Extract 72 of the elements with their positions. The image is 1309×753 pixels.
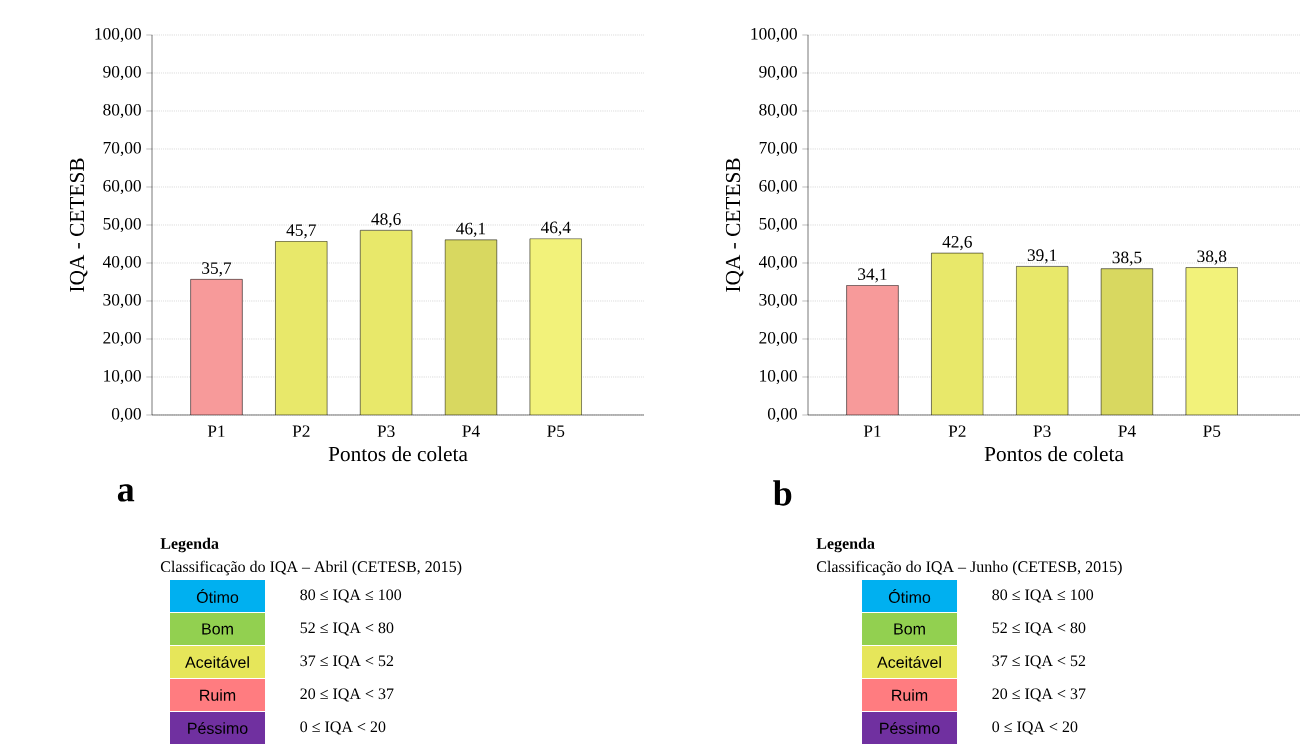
y-tick-label: 80,00 [759,103,797,119]
y-axis-title: IQA - CETESB [725,158,744,292]
text: Ruim [892,689,928,701]
y-tick-label: 70,00 [103,141,141,157]
text: Péssimo [188,722,248,734]
y-tick-label: 50,00 [103,217,141,233]
text: Ótimo [888,588,931,603]
y-tick-label: 60,00 [759,179,797,195]
text: 37 ≤ IQA < 52 [300,655,394,669]
y-tick-label: 10,00 [760,369,797,385]
x-tick-label: P2 [292,425,310,437]
data-label: 34,1 [858,268,887,283]
x-tick-label: P1 [207,425,225,437]
x-tick-label: P3 [1033,425,1051,438]
x-tick-label: P5 [1203,425,1221,437]
y-tick-label: 20,00 [759,331,797,347]
data-label: 35,7 [202,262,232,277]
text: 80 ≤ IQA ≤ 100 [300,589,402,603]
y-tick-label: 70,00 [759,141,797,157]
text: 52 ≤ IQA < 80 [300,622,394,636]
y-tick-label: 100,00 [751,27,797,43]
text: Ótimo [196,588,239,603]
text: Classificação do IQA – Junho (CETESB, 2015) [816,560,1122,576]
text: b [773,480,792,506]
x-tick-label: P1 [863,425,881,437]
y-tick-label: 90,00 [759,65,797,81]
y-tick-label: 20,00 [103,331,141,347]
x-axis-title: Pontos de coleta [328,446,468,462]
data-label: 42,6 [942,236,972,251]
y-tick-label: 100,00 [95,27,141,43]
y-tick-label: 0,00 [111,407,141,423]
y-tick-label: 40,00 [102,255,141,271]
x-tick-label: P5 [547,425,565,437]
y-axis-title: IQA - CETESB [69,158,88,292]
x-tick-label: P4 [462,425,480,437]
x-tick-label: P4 [1118,425,1136,437]
text: Classificação do IQA – Abril (CETESB, 2015) [160,560,462,576]
y-tick-label: 30,00 [103,293,141,309]
y-tick-label: 0,00 [767,407,797,423]
data-label: 48,6 [371,213,401,228]
text: 52 ≤ IQA < 80 [992,622,1086,636]
text: 0 ≤ IQA < 20 [992,721,1078,735]
y-tick-label: 30,00 [759,293,797,309]
data-label: 39,1 [1027,249,1057,264]
text: 37 ≤ IQA < 52 [992,655,1086,669]
y-tick-label: 50,00 [759,217,797,233]
data-label: 38,8 [1197,250,1227,265]
text: Péssimo [880,722,940,734]
y-tick-label: 10,00 [104,369,141,385]
text: Bom [894,623,925,635]
text: Legenda [160,537,219,553]
data-label: 46,1 [456,222,486,237]
text: 20 ≤ IQA < 37 [992,688,1086,702]
x-tick-label: P3 [377,425,395,438]
text: a [117,484,135,502]
text: Aceitável [185,656,249,668]
y-tick-label: 80,00 [103,103,141,119]
text: Bom [202,623,233,635]
data-label: 46,4 [540,221,571,236]
data-label: 38,5 [1112,251,1142,266]
text: 20 ≤ IQA < 37 [300,688,394,702]
text: Legenda [816,537,875,553]
data-label: 45,7 [286,224,316,239]
text: Ruim [200,689,236,701]
y-tick-label: 40,00 [758,255,797,271]
text: 80 ≤ IQA ≤ 100 [992,589,1094,603]
text: 0 ≤ IQA < 20 [300,721,386,735]
x-tick-label: P2 [948,425,966,437]
y-tick-label: 90,00 [103,65,141,81]
x-axis-title: Pontos de coleta [984,446,1124,462]
text: Aceitável [877,656,941,668]
y-tick-label: 60,00 [103,179,141,195]
